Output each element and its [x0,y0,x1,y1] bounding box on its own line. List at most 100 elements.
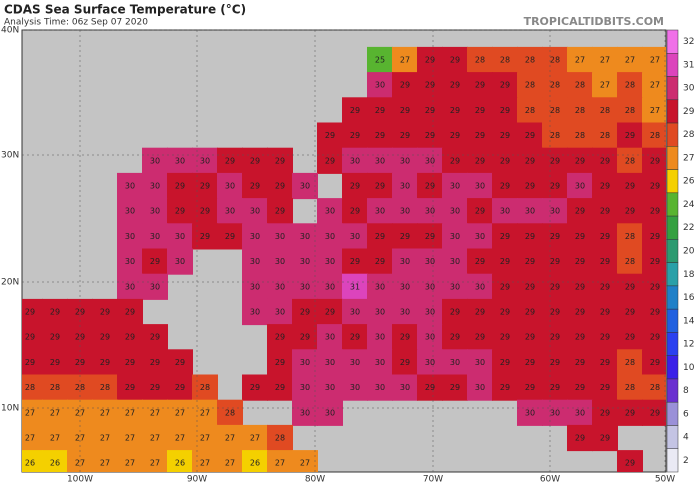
sst-cell [292,298,318,326]
sst-cell [467,273,493,300]
sst-cell [467,349,493,376]
sst-cell [417,46,443,74]
sst-value: 29 [350,257,360,266]
sst-cell [542,273,568,300]
sst-value: 29 [150,383,160,392]
sst-cell [242,248,268,275]
sst-value: 27 [150,459,160,468]
sst-cell [342,248,368,275]
sst-value: 29 [550,257,560,266]
sst-cell [642,147,666,174]
sst-value: 30 [575,408,585,417]
sst-value: 28 [525,81,535,90]
sst-cell [517,349,543,376]
colorbar-label: 31 [683,60,694,70]
sst-value: 29 [600,282,610,291]
sst-cell [567,72,593,99]
sst-cell [167,424,193,452]
title: CDAS Sea Surface Temperature (°C) [4,3,246,17]
lon-label: 70W [423,475,443,485]
sst-cell [492,324,518,351]
sst-value: 29 [525,257,535,266]
colorbar-swatch [666,332,679,356]
sst-cell [242,298,268,326]
sst-value: 29 [650,207,660,216]
colorbar-label: 24 [683,200,695,210]
sst-value: 28 [625,257,635,266]
sst-value: 30 [300,257,310,266]
sst-value: 27 [125,408,135,417]
sst-cell [317,324,343,351]
sst-value: 30 [325,232,335,241]
sst-cell [642,223,666,250]
sst-value: 29 [475,106,485,115]
sst-value: 29 [500,257,510,266]
sst-value: 30 [500,207,510,216]
sst-cell [617,72,643,99]
sst-value: 30 [175,257,185,266]
sst-value: 30 [175,156,185,165]
sst-cell [492,72,518,99]
sst-cell [492,97,518,124]
sst-cell [392,324,418,351]
sst-value: 30 [425,156,435,165]
sst-cell [517,46,543,74]
sst-value: 29 [350,131,360,140]
sst-cell [217,223,243,250]
sst-cell [567,147,593,174]
sst-cell [467,248,493,275]
sst-value: 28 [550,106,560,115]
sst-value: 27 [300,459,310,468]
sst-cell [617,273,643,300]
sst-cell [167,198,193,225]
sst-cell [42,450,68,472]
sst-cell [317,122,343,149]
sst-value: 29 [575,383,585,392]
sst-value: 29 [175,207,185,216]
sst-cell [267,273,293,300]
sst-value: 29 [600,383,610,392]
sst-value: 27 [75,459,85,468]
sst-value: 30 [300,358,310,367]
sst-cell [267,349,293,376]
sst-value: 28 [625,81,635,90]
sst-cell [592,172,618,200]
sst-value: 29 [500,308,510,317]
sst-cell [417,298,443,326]
sst-value: 29 [575,207,585,216]
sst-value: 26 [175,459,185,468]
sst-value: 27 [200,459,210,468]
sst-cell [417,223,443,250]
sst-value: 27 [400,56,410,65]
sst-cell [267,198,293,225]
sst-cell [117,198,143,225]
colorbar-label: 8 [683,386,689,396]
sst-cell [467,198,493,225]
sst-cell [417,172,443,200]
sst-value: 29 [350,106,360,115]
sst-value: 30 [325,257,335,266]
sst-cell [642,349,666,376]
sst-value: 29 [350,182,360,191]
sst-value: 30 [550,207,560,216]
lon-label: 50W [655,475,675,485]
sst-cell [442,324,468,351]
sst-cell [492,223,518,250]
sst-cell [267,424,293,452]
sst-cell [642,198,666,225]
sst-value: 26 [50,459,60,468]
sst-value: 29 [175,383,185,392]
sst-value: 30 [125,257,135,266]
sst-cell [342,147,368,174]
sst-value: 30 [375,358,385,367]
sst-value: 29 [525,182,535,191]
sst-cell [417,147,443,174]
lon-label: 80W [305,475,325,485]
sst-value: 27 [50,434,60,443]
sst-cell [267,223,293,250]
sst-value: 28 [75,383,85,392]
sst-cell [617,122,643,149]
sst-cell [492,374,518,401]
sst-value: 28 [200,383,210,392]
